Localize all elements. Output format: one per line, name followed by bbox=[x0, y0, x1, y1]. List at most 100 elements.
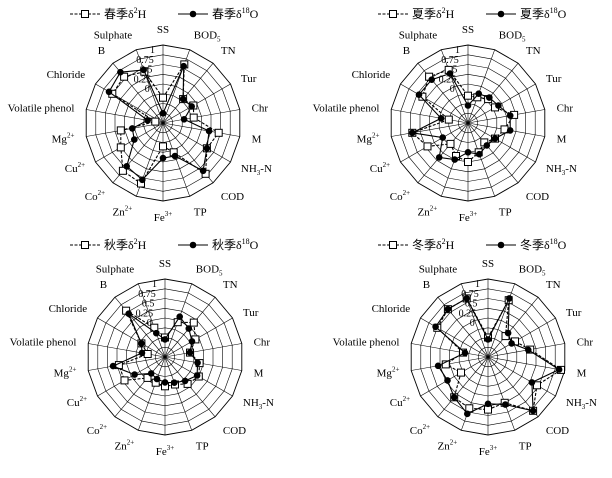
category-label-mg2: Mg2+ bbox=[357, 132, 380, 146]
category-label-mg2: Mg2+ bbox=[52, 132, 75, 146]
series-point-square bbox=[484, 405, 492, 414]
grid-spoke bbox=[461, 356, 489, 431]
category-label-cod: COD bbox=[223, 425, 246, 437]
radial-tick-label: 1 bbox=[150, 45, 155, 56]
category-label-volatile-phenol: Volatile phenol bbox=[333, 336, 400, 348]
series-point-circle bbox=[185, 325, 193, 332]
category-label-volatile-phenol: Volatile phenol bbox=[8, 102, 75, 114]
category-label-zn2: Zn2+ bbox=[113, 205, 133, 219]
grid-spoke bbox=[487, 297, 539, 358]
legend-square-marker bbox=[389, 10, 397, 18]
grid-spoke bbox=[467, 83, 536, 124]
series-point-circle bbox=[484, 400, 492, 408]
series-point-circle bbox=[409, 129, 416, 137]
series-point-circle bbox=[159, 154, 167, 162]
series-point-circle bbox=[446, 70, 454, 77]
series-point-circle bbox=[138, 349, 146, 357]
grid-spoke bbox=[467, 122, 495, 197]
category-label-chr: Chr bbox=[557, 102, 574, 114]
grid-spoke bbox=[467, 49, 495, 124]
category-label-chr: Chr bbox=[577, 336, 594, 348]
grid-spoke bbox=[391, 109, 469, 124]
grid-spoke bbox=[136, 49, 164, 124]
category-label-cu2: Cu2+ bbox=[390, 395, 410, 409]
radial-tick-label: 0.75 bbox=[136, 55, 154, 66]
category-label-mg2: Mg2+ bbox=[54, 366, 77, 380]
category-label-sulphate: Sulphate bbox=[94, 29, 133, 41]
category-label-sulphate: Sulphate bbox=[399, 29, 438, 41]
category-label-bod5: BOD5 bbox=[194, 29, 221, 43]
series-point-circle bbox=[131, 371, 138, 378]
category-label-fe3: Fe3+ bbox=[459, 210, 478, 224]
series-point-square bbox=[464, 158, 472, 166]
category-label-chloride: Chloride bbox=[47, 69, 86, 81]
radial-tick-label: 0.25 bbox=[134, 74, 152, 85]
series-point-square bbox=[464, 91, 472, 100]
category-label-tur: Tur bbox=[243, 307, 259, 319]
series-point-square bbox=[446, 139, 455, 148]
series-point-circle bbox=[171, 379, 178, 387]
category-label-m: M bbox=[254, 368, 264, 380]
series-point-circle bbox=[461, 349, 469, 357]
series-point-circle bbox=[464, 102, 472, 109]
series-point-circle bbox=[484, 336, 492, 343]
series-point-square bbox=[189, 113, 198, 122]
series-point-square bbox=[118, 166, 127, 175]
radial-tick-label: 0.25 bbox=[136, 308, 154, 319]
category-label-ss: SS bbox=[157, 24, 169, 36]
series-point-circle bbox=[139, 176, 146, 184]
series-point-circle bbox=[161, 379, 169, 386]
grid-spoke bbox=[138, 283, 166, 358]
grid-spoke bbox=[467, 109, 545, 124]
series-point-circle bbox=[435, 154, 443, 161]
category-label-chr: Chr bbox=[254, 336, 271, 348]
series-point-square bbox=[143, 373, 152, 382]
grid-spoke bbox=[162, 122, 240, 137]
category-label-ss: SS bbox=[159, 258, 171, 270]
legend: 春季δ2H 春季δ18O bbox=[70, 6, 259, 21]
category-label-chloride: Chloride bbox=[49, 303, 88, 315]
category-label-tp: TP bbox=[196, 441, 209, 453]
category-label-cod: COD bbox=[526, 191, 549, 203]
series-point-circle bbox=[194, 359, 201, 367]
series-point-circle bbox=[439, 134, 447, 141]
radar-chart-1: 10.750.50.250SSBOD5TNTurChrMNH3-NCODTPFe… bbox=[8, 6, 272, 224]
series-point-circle bbox=[437, 115, 445, 122]
series-point-circle bbox=[506, 127, 514, 134]
category-label-cu2: Cu2+ bbox=[65, 161, 85, 175]
category-label-nh3-n: NH3-N bbox=[243, 397, 274, 411]
series-point-circle bbox=[144, 117, 151, 124]
radial-tick-label: 0.25 bbox=[459, 308, 477, 319]
category-label-cod: COD bbox=[221, 191, 244, 203]
legend-square-marker bbox=[81, 10, 89, 18]
grid-spoke bbox=[400, 83, 469, 124]
category-label-m: M bbox=[252, 134, 262, 146]
category-label-b: B bbox=[98, 45, 105, 57]
category-label-chloride: Chloride bbox=[372, 303, 411, 315]
category-label-mg2: Mg2+ bbox=[377, 366, 400, 380]
series-point-circle bbox=[506, 112, 514, 119]
series-point-circle bbox=[529, 407, 537, 415]
category-label-cod: COD bbox=[546, 425, 569, 437]
series-point-circle bbox=[555, 366, 563, 373]
series-point-circle bbox=[475, 90, 483, 97]
grid-spoke bbox=[467, 63, 519, 124]
grid-spoke bbox=[400, 122, 469, 163]
radial-tick-label: 0 bbox=[450, 84, 455, 95]
series-point-circle bbox=[117, 68, 124, 76]
series-point-square bbox=[159, 93, 167, 102]
category-label-volatile-phenol: Volatile phenol bbox=[10, 336, 77, 348]
category-label-ss: SS bbox=[462, 24, 474, 36]
radial-tick-label: 1 bbox=[455, 45, 460, 56]
legend-label: 夏季δ2H bbox=[412, 6, 455, 21]
category-label-co2: Co2+ bbox=[390, 189, 410, 203]
grid-spoke bbox=[162, 122, 231, 163]
category-label-tn: TN bbox=[223, 279, 238, 291]
series-point-square bbox=[457, 368, 465, 377]
radial-tick-label: 0.5 bbox=[465, 299, 478, 310]
category-label-m: M bbox=[577, 368, 587, 380]
series-point-square bbox=[143, 350, 152, 358]
grid-spoke bbox=[391, 122, 469, 137]
